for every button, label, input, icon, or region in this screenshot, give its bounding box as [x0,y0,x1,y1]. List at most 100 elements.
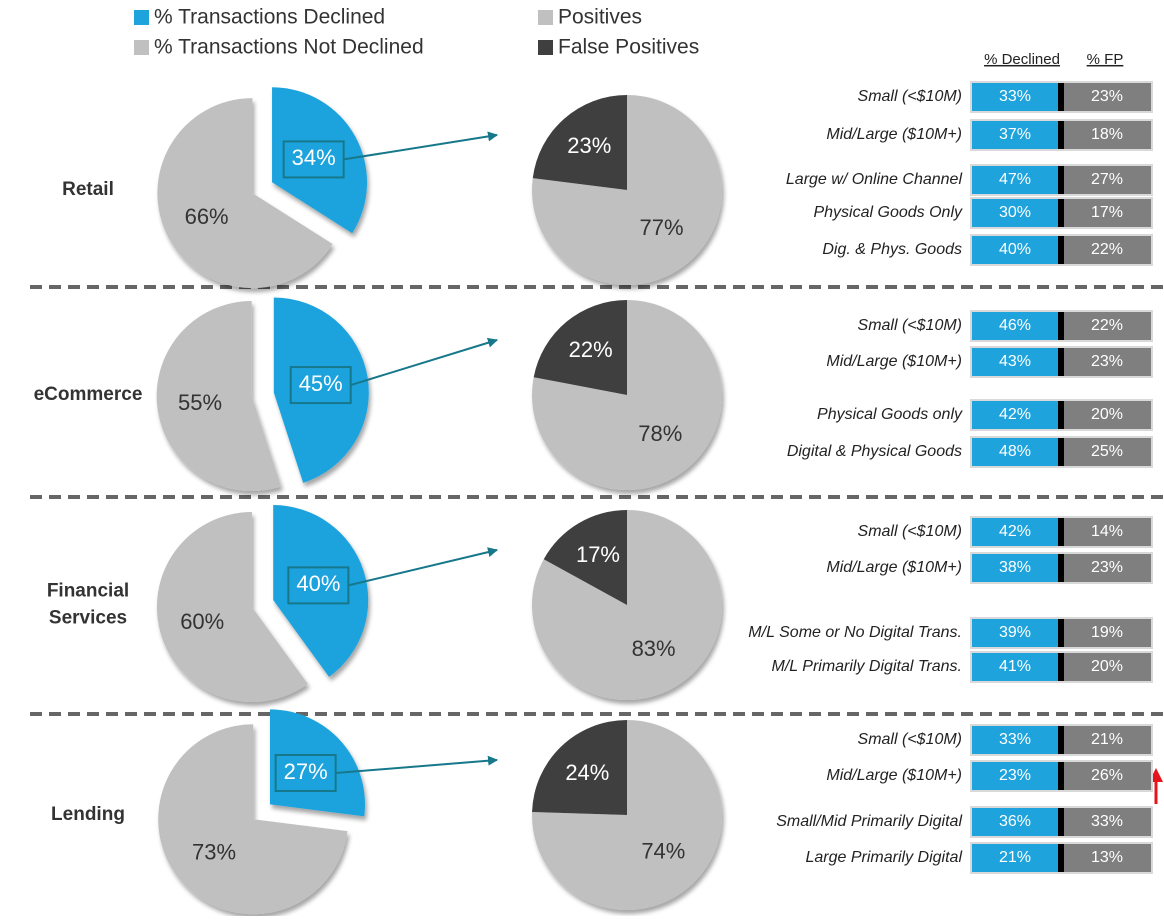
fp-cell [1064,808,1151,836]
segment-label: Large w/ Online Channel [786,171,963,188]
declined-cell [972,236,1060,264]
segment-label: Small (<$10M) [858,317,962,334]
declined-cell [972,554,1060,582]
fp-cell [1064,312,1151,340]
pie-slice [532,95,627,190]
declined-value: 21% [999,849,1031,866]
fp-value: 14% [1091,523,1123,540]
cell-divider [1058,726,1064,754]
declined-value: 37% [999,126,1031,143]
fp-value: 20% [1091,658,1123,675]
cell-divider [1058,438,1064,466]
arrow [335,755,498,775]
legend-swatch [538,10,553,25]
cell-divider [1058,121,1064,149]
declined-cell [972,808,1060,836]
fp-cell [1064,554,1151,582]
pie-slice [272,87,368,234]
pie-label: 27% [284,759,328,784]
pie-slice [157,98,333,289]
pie-label: 66% [185,204,229,229]
segment-label: Mid/Large ($10M+) [826,126,962,143]
pie-label: 73% [192,840,236,865]
pie-slice [533,300,627,395]
fp-value: 20% [1091,406,1123,423]
cell-divider [1058,236,1064,264]
declined-value: 38% [999,559,1031,576]
pie-label: 78% [638,421,682,446]
cell-divider [1058,653,1064,681]
declined-value: 33% [999,731,1031,748]
segment-label: M/L Primarily Digital Trans. [771,658,962,675]
segment-label: Dig. & Phys. Goods [822,241,962,258]
cell-divider [1058,808,1064,836]
declined-value: 41% [999,658,1031,675]
declined-cell [972,166,1060,194]
declined-cell [972,401,1060,429]
pie-slice [543,510,627,605]
section-label: eCommerce [34,384,143,405]
pie-label: 24% [565,760,609,785]
legend-swatch [538,40,553,55]
legend-label: % Transactions Declined [154,6,385,29]
declined-cell [972,518,1060,546]
fp-value: 22% [1091,241,1123,258]
fp-cell [1064,438,1151,466]
fp-cell [1064,83,1151,111]
segment-label: Small/Mid Primarily Digital [776,813,962,830]
fp-cell [1064,762,1151,790]
legend-swatch [134,10,149,25]
declined-cell [972,348,1060,376]
fp-value: 27% [1091,171,1123,188]
pie-slice [532,720,627,815]
declined-cell [972,438,1060,466]
fp-cell [1064,236,1151,264]
declined-cell [972,199,1060,227]
legend-label: False Positives [558,36,699,59]
arrow [348,547,498,587]
pie-label: 17% [576,542,620,567]
segment-label: Small (<$10M) [858,731,962,748]
declined-cell [972,653,1060,681]
fp-cell [1064,166,1151,194]
declined-value: 33% [999,88,1031,105]
cell-divider [1058,348,1064,376]
cell-divider [1058,518,1064,546]
fp-value: 23% [1091,353,1123,370]
pie-label: 22% [569,337,613,362]
declined-value: 39% [999,624,1031,641]
fp-value: 23% [1091,559,1123,576]
fp-cell [1064,726,1151,754]
cell-divider [1058,312,1064,340]
fp-value: 33% [1091,813,1123,830]
declined-value: 40% [999,241,1031,258]
cell-divider [1058,554,1064,582]
fp-cell [1064,121,1151,149]
segment-label: Digital & Physical Goods [787,443,962,460]
cell-divider [1058,401,1064,429]
cell-divider [1058,199,1064,227]
pie-slice [273,297,369,483]
section-label: Financial [47,581,129,602]
pie-label: 83% [632,636,676,661]
declined-cell [972,312,1060,340]
declined-cell [972,83,1060,111]
segment-label: Mid/Large ($10M+) [826,559,962,576]
pie-slice [532,510,723,700]
fp-value: 13% [1091,849,1123,866]
pie-slice [532,300,723,491]
segment-label: Physical Goods Only [813,204,963,221]
declined-value: 47% [999,171,1031,188]
declined-cell [972,619,1060,647]
declined-cell [972,121,1060,149]
declined-value: 48% [999,443,1031,460]
pie-label: 40% [296,571,340,596]
fp-value: 19% [1091,624,1123,641]
pie-label: 60% [180,609,224,634]
fp-value: 17% [1091,204,1123,221]
arrow [343,131,498,161]
fp-cell [1064,619,1151,647]
legend-label: Positives [558,6,642,29]
pie-label: 74% [641,838,685,863]
